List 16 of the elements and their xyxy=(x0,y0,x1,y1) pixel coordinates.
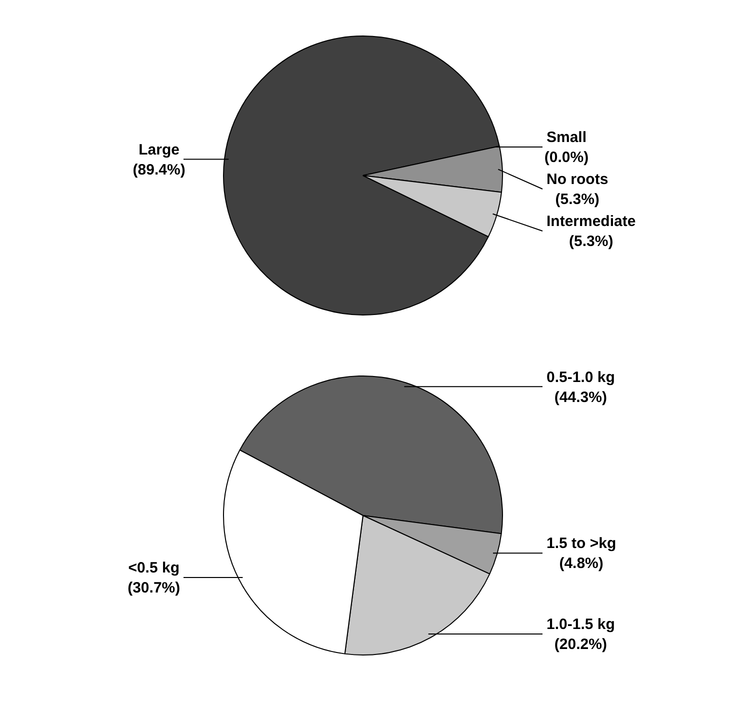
data-label: (5.3%) xyxy=(569,233,614,250)
text: (0.0%) xyxy=(544,149,589,166)
legend-label: Small xyxy=(546,129,587,146)
data-label: (89.4%) xyxy=(132,161,186,178)
data-label: (30.7%) xyxy=(128,580,180,597)
slice-label: Large xyxy=(138,141,180,158)
slice-label: 0.5-1.0 kg xyxy=(546,368,615,386)
data-label: (44.3%) xyxy=(554,388,607,406)
slice-label: <0.5 kg xyxy=(128,560,180,577)
slice-label: Intermediate xyxy=(546,213,636,230)
slice-label: No roots xyxy=(546,171,608,188)
data-label: (4.8%) xyxy=(559,555,604,572)
slice-label: 1.0-1.5 kg xyxy=(546,616,615,634)
data-label: (20.2%) xyxy=(554,636,607,654)
data-label: (5.3%) xyxy=(555,191,600,208)
slice-label: 1.5 to >kg xyxy=(546,535,616,552)
